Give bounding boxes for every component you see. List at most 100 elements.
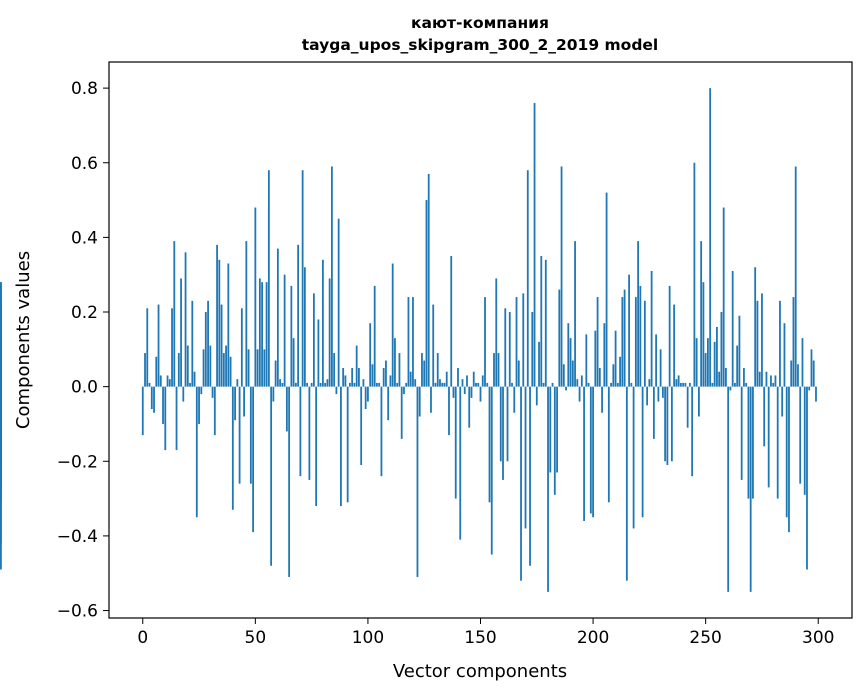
bar xyxy=(409,371,412,387)
bar xyxy=(806,386,808,570)
bar xyxy=(596,297,599,387)
bar xyxy=(652,386,655,439)
bar xyxy=(544,259,547,387)
bar xyxy=(432,304,435,387)
bar xyxy=(457,367,459,387)
bar xyxy=(551,382,554,387)
bar xyxy=(632,386,635,529)
bar xyxy=(664,386,667,462)
bar xyxy=(812,360,815,387)
bar xyxy=(801,338,804,387)
bar xyxy=(279,379,282,387)
bars-group xyxy=(0,88,817,592)
bar xyxy=(511,382,513,387)
bar xyxy=(531,312,534,387)
bar xyxy=(547,386,549,592)
bar xyxy=(540,256,543,387)
bar xyxy=(650,270,653,387)
bar xyxy=(405,382,408,387)
bar xyxy=(502,386,504,480)
y-tick-label: −0.2 xyxy=(57,452,98,472)
bar xyxy=(344,375,347,387)
bar xyxy=(245,241,248,387)
bar xyxy=(675,379,678,387)
bar xyxy=(421,353,423,387)
bar xyxy=(743,367,745,387)
bar xyxy=(495,278,498,387)
bar xyxy=(515,297,518,387)
bar xyxy=(720,312,723,387)
bar xyxy=(459,386,462,540)
bar xyxy=(364,386,367,410)
bar xyxy=(702,282,705,387)
bar xyxy=(749,386,752,592)
bar xyxy=(303,267,306,387)
bar xyxy=(400,386,403,439)
bar xyxy=(398,353,401,387)
bar xyxy=(747,386,750,499)
bar xyxy=(186,345,189,387)
bar xyxy=(231,386,234,510)
bar xyxy=(416,386,419,577)
x-tick-label: 150 xyxy=(464,628,496,648)
bar xyxy=(493,353,495,387)
y-tick-label: 0.6 xyxy=(71,154,98,174)
x-axis-ticks: 0 50 100 150 200 250 300 xyxy=(137,618,834,648)
x-tick-label: 300 xyxy=(802,628,834,648)
bar xyxy=(256,349,259,387)
bar xyxy=(173,241,176,387)
bar xyxy=(565,386,567,391)
bar xyxy=(216,244,218,387)
y-tick-label: −0.6 xyxy=(57,602,98,622)
bar xyxy=(810,349,813,387)
bar xyxy=(646,386,649,406)
bar xyxy=(441,382,444,387)
bar xyxy=(639,285,642,387)
bar xyxy=(468,386,471,428)
bar xyxy=(270,386,273,566)
bar xyxy=(301,170,304,387)
bar xyxy=(229,356,232,387)
bar xyxy=(693,162,696,387)
bar xyxy=(533,103,536,387)
bar xyxy=(389,375,392,387)
bar xyxy=(367,386,369,402)
chart-title: кают-компания xyxy=(411,14,549,32)
bar xyxy=(470,386,473,398)
bar xyxy=(448,386,450,436)
bar xyxy=(425,200,428,387)
bar xyxy=(391,263,394,387)
bar xyxy=(267,170,270,387)
bar xyxy=(686,386,689,428)
bar xyxy=(184,252,187,387)
bar xyxy=(166,375,169,387)
bar xyxy=(490,386,493,555)
bar xyxy=(403,386,405,395)
bar xyxy=(141,386,144,436)
bar xyxy=(738,315,741,387)
bar xyxy=(272,386,275,402)
bar xyxy=(488,386,491,503)
bar xyxy=(450,256,453,387)
bar xyxy=(171,308,173,387)
y-tick-label: −0.4 xyxy=(57,527,98,547)
bar xyxy=(177,353,180,387)
bar xyxy=(159,375,162,387)
bar xyxy=(691,386,694,477)
bar xyxy=(193,371,196,387)
bar xyxy=(0,386,2,488)
bar xyxy=(580,375,583,387)
bar xyxy=(517,360,520,387)
bar xyxy=(497,353,500,387)
bar xyxy=(709,88,712,387)
bar xyxy=(655,334,658,387)
bar xyxy=(643,300,646,387)
bar xyxy=(299,386,302,477)
x-axis-label: Vector components xyxy=(393,661,567,682)
bar xyxy=(414,379,417,387)
bar xyxy=(713,341,716,387)
bar xyxy=(477,382,480,387)
bar xyxy=(695,338,698,387)
y-axis-label: Components values xyxy=(13,251,34,429)
y-axis-ticks: −0.6 −0.4 −0.2 0.0 0.2 0.4 0.6 0.8 xyxy=(57,79,109,622)
